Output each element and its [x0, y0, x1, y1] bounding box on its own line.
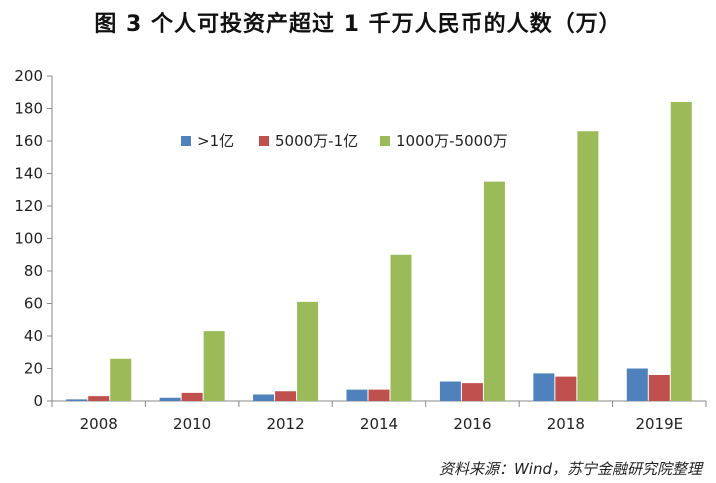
y-tick-label: 140: [14, 165, 43, 183]
bar: [253, 394, 275, 401]
x-tick-label: 2012: [266, 415, 304, 433]
bar: [390, 254, 412, 401]
legend-label: 5000万-1亿: [275, 132, 358, 150]
x-tick-label: 2016: [453, 415, 491, 433]
bar: [203, 331, 225, 401]
x-tick-label: 2019E: [635, 415, 683, 433]
bar: [297, 301, 319, 401]
legend-swatch: [380, 136, 390, 146]
bar: [346, 389, 368, 401]
legend-label: 1000万-5000万: [396, 132, 508, 150]
x-tick-label: 2010: [173, 415, 211, 433]
legend-label: >1亿: [197, 132, 234, 150]
bar: [88, 396, 110, 401]
bar: [368, 389, 390, 401]
bar: [181, 392, 203, 401]
legend-swatch: [181, 136, 191, 146]
bar: [275, 391, 297, 401]
bar: [533, 373, 555, 401]
y-tick-label: 180: [14, 100, 43, 118]
y-tick-label: 40: [24, 327, 43, 345]
bar: [66, 399, 88, 401]
y-tick-label: 0: [33, 392, 43, 410]
source-note: 资料来源：Wind，苏宁金融研究院整理: [438, 460, 702, 478]
chart-title: 图 3 个人可投资产超过 1 千万人民币的人数（万）: [94, 12, 622, 37]
bar: [461, 383, 483, 401]
bar: [159, 397, 181, 401]
x-tick-label: 2018: [547, 415, 585, 433]
y-tick-label: 200: [14, 67, 43, 85]
legend-swatch: [259, 136, 269, 146]
bar: [577, 131, 599, 401]
bar: [439, 381, 461, 401]
y-tick-label: 100: [14, 230, 43, 248]
x-tick-label: 2008: [80, 415, 118, 433]
bar: [110, 358, 132, 401]
y-tick-label: 60: [24, 295, 43, 313]
bar: [648, 375, 670, 401]
y-tick-label: 80: [24, 262, 43, 280]
bar: [626, 368, 648, 401]
x-tick-label: 2014: [360, 415, 398, 433]
bar: [670, 102, 692, 401]
y-tick-label: 160: [14, 132, 43, 150]
bar: [483, 181, 505, 401]
bar: [555, 376, 577, 401]
y-tick-label: 20: [24, 360, 43, 378]
y-tick-label: 120: [14, 197, 43, 215]
